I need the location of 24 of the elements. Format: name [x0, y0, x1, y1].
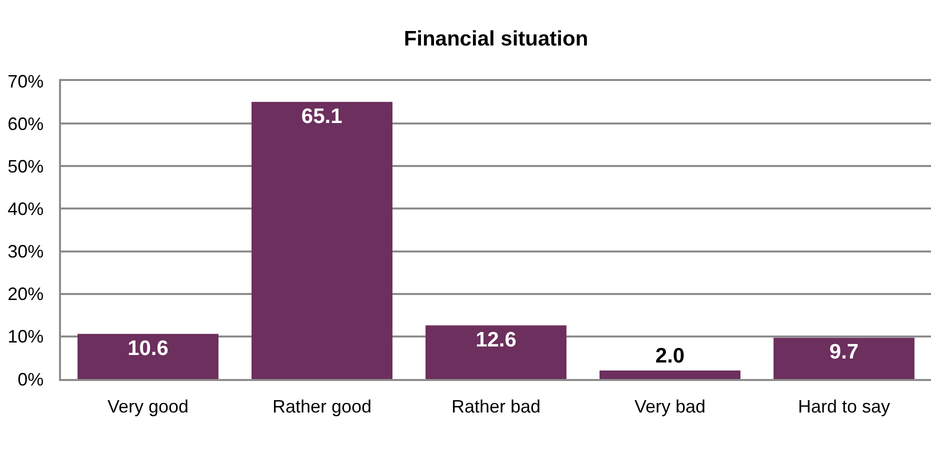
- bar: [600, 370, 740, 379]
- chart-title: Financial situation: [404, 27, 588, 50]
- x-tick-label: Very bad: [634, 396, 706, 416]
- data-label: 10.6: [128, 336, 168, 360]
- bar: [78, 334, 218, 379]
- y-tick-label: 50%: [8, 156, 44, 176]
- y-tick-label: 0%: [18, 369, 44, 390]
- y-tick-label: 70%: [8, 71, 44, 92]
- data-label: 9.7: [829, 340, 859, 364]
- data-label: 65.1: [301, 104, 343, 128]
- y-tick-label: 10%: [8, 326, 44, 347]
- y-tick-label: 20%: [8, 284, 44, 304]
- x-tick-label: Rather good: [272, 396, 372, 416]
- y-tick-label: 40%: [8, 199, 44, 220]
- bar: [252, 102, 392, 379]
- bar: [426, 325, 566, 379]
- y-tick-label: 30%: [8, 242, 44, 262]
- data-label: 2.0: [655, 344, 685, 368]
- x-tick-label: Hard to say: [798, 396, 890, 416]
- bar: [774, 338, 914, 379]
- x-tick-label: Very good: [107, 396, 189, 416]
- data-label: 12.6: [476, 328, 516, 352]
- x-tick-label: Rather bad: [451, 396, 541, 416]
- y-tick-label: 60%: [8, 114, 44, 134]
